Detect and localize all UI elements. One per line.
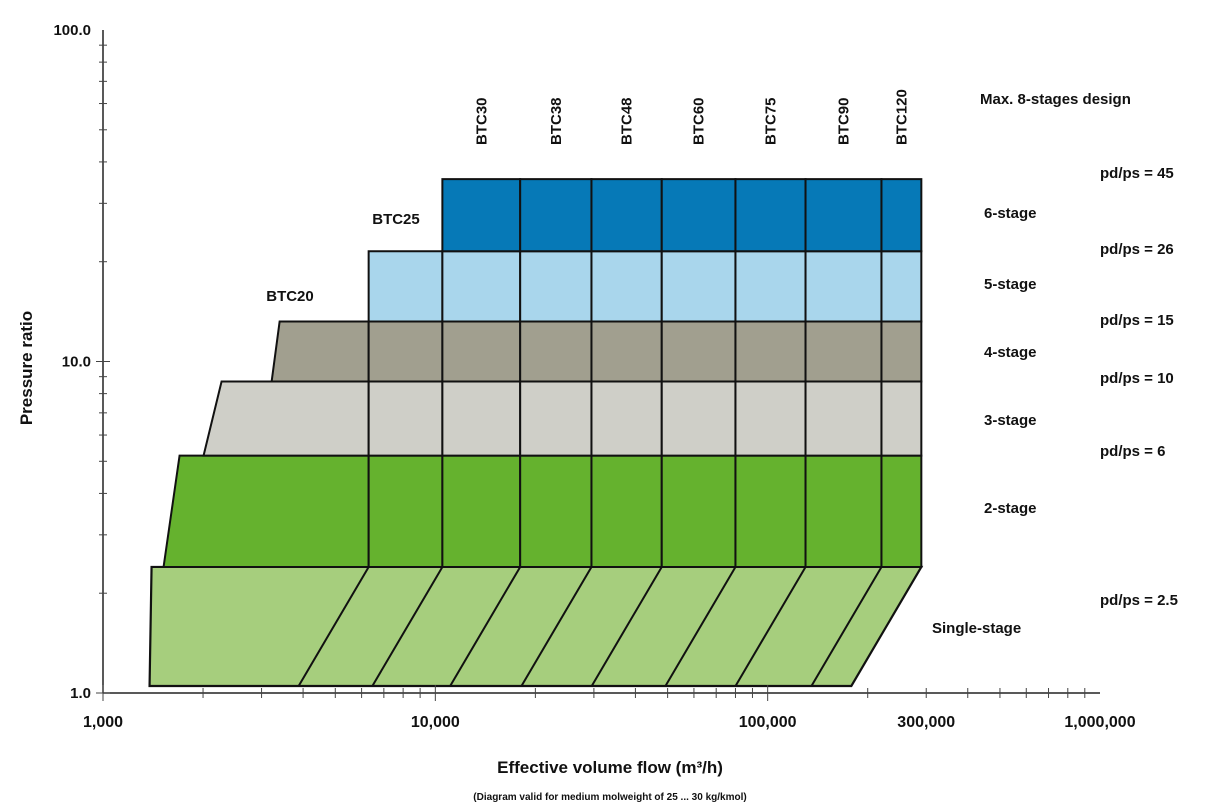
stage-cell-divider <box>297 566 370 687</box>
model-label-btc90: BTC90 <box>835 97 852 145</box>
stage-cell-4-stage <box>804 320 883 383</box>
stage-cell-3-stage <box>880 380 923 457</box>
stage-cell-divider <box>810 566 883 687</box>
stage-cell-3-stage <box>202 380 370 457</box>
y-axis-label: Pressure ratio <box>17 310 36 426</box>
pressure-limit-label: pd/ps = 26 <box>1100 241 1174 258</box>
y-tick-label: 100.0 <box>53 22 91 39</box>
stage-cell-2-stage <box>367 454 444 568</box>
stage-cell-4-stage <box>734 320 807 383</box>
stage-label-single-stage: Single-stage <box>932 620 1021 637</box>
stage-cell-5-stage <box>880 250 923 323</box>
model-label-btc60: BTC60 <box>691 97 708 145</box>
stage-cell-5-stage <box>590 250 663 323</box>
stage-cell-4-stage <box>519 320 593 383</box>
stage-label-4-stage: 4-stage <box>984 344 1037 361</box>
stage-cell-divider <box>520 566 593 687</box>
stage-label-3-stage: 3-stage <box>984 412 1037 429</box>
stage-cell-5-stage <box>367 250 444 323</box>
stage-cell-6-stage <box>660 178 737 253</box>
model-label-btc20: BTC20 <box>266 288 314 305</box>
model-label-btc38: BTC38 <box>548 97 565 145</box>
axes <box>96 30 1100 701</box>
model-label-btc30: BTC30 <box>473 97 490 145</box>
pressure-limit-label: pd/ps = 10 <box>1100 370 1174 387</box>
diagram-note: (Diagram valid for medium molweight of 2… <box>473 792 747 803</box>
stage-cell-5-stage <box>804 250 883 323</box>
stage-label-5-stage: 5-stage <box>984 276 1037 293</box>
stage-cell-3-stage <box>519 380 593 457</box>
design-note: Max. 8-stages design <box>980 91 1131 108</box>
pressure-limit-label: pd/ps = 2.5 <box>1100 592 1178 609</box>
x-tick-label: 10,000 <box>411 714 460 731</box>
stage-cell-4-stage <box>590 320 663 383</box>
stage-label-2-stage: 2-stage <box>984 500 1037 517</box>
stage-cell-6-stage <box>590 178 663 253</box>
y-tick-label: 1.0 <box>70 685 91 702</box>
pressure-limit-label: pd/ps = 15 <box>1100 312 1174 329</box>
stage-cell-2-stage <box>590 454 663 568</box>
stage-cell-divider <box>371 566 444 687</box>
stage-cell-3-stage <box>660 380 737 457</box>
stage-cell-divider <box>590 566 663 687</box>
stage-cell-2-stage <box>441 454 522 568</box>
stage-cell-3-stage <box>804 380 883 457</box>
x-tick-label: 1,000,000 <box>1064 714 1135 731</box>
stage-cell-2-stage <box>519 454 593 568</box>
y-tick-label: 10.0 <box>62 354 91 371</box>
pressure-limit-label: pd/ps = 6 <box>1100 443 1165 460</box>
stage-band-single-stage <box>148 565 924 688</box>
stage-cell-2-stage <box>804 454 883 568</box>
chart-labels: 1,000 10,000 100,000 300,000 1,000,000 1.0 10.… <box>53 22 1178 731</box>
stage-cell-4-stage <box>660 320 737 383</box>
stage-cell-2-stage <box>734 454 807 568</box>
stage-cell-2-stage <box>660 454 737 568</box>
stage-cell-3-stage <box>441 380 522 457</box>
stage-cell-6-stage <box>804 178 883 253</box>
stage-cell-2-stage <box>880 454 923 568</box>
model-label-btc120: BTC120 <box>893 89 910 145</box>
stage-cell-divider <box>734 566 807 687</box>
stage-cell-6-stage <box>734 178 807 253</box>
stage-cell-divider <box>664 566 737 687</box>
stage-cell-5-stage <box>734 250 807 323</box>
x-axis-label: Effective volume flow (m³/h) <box>497 758 723 777</box>
stage-cell-4-stage <box>367 320 444 383</box>
x-tick-label: 100,000 <box>739 714 797 731</box>
stage-cell-6-stage <box>519 178 593 253</box>
stage-cell-4-stage <box>270 320 370 383</box>
model-label-btc25: BTC25 <box>372 211 420 228</box>
stage-cell-2-stage <box>162 454 370 568</box>
stage-cell-6-stage <box>880 178 923 253</box>
model-label-btc75: BTC75 <box>762 97 779 145</box>
stage-bands <box>148 178 924 688</box>
model-label-btc48: BTC48 <box>619 97 636 145</box>
stage-cell-5-stage <box>660 250 737 323</box>
stage-cell-3-stage <box>367 380 444 457</box>
x-tick-label: 1,000 <box>83 714 123 731</box>
stage-cell-3-stage <box>590 380 663 457</box>
stage-cell-5-stage <box>441 250 522 323</box>
stage-label-6-stage: 6-stage <box>984 205 1037 222</box>
stage-cell-3-stage <box>734 380 807 457</box>
x-tick-label: 300,000 <box>897 714 955 731</box>
stage-cell-4-stage <box>441 320 522 383</box>
pressure-limit-label: pd/ps = 45 <box>1100 165 1174 182</box>
stage-cell-5-stage <box>519 250 593 323</box>
stage-cell-divider <box>449 566 522 687</box>
stage-cell-6-stage <box>441 178 522 253</box>
stage-cell-4-stage <box>880 320 923 383</box>
